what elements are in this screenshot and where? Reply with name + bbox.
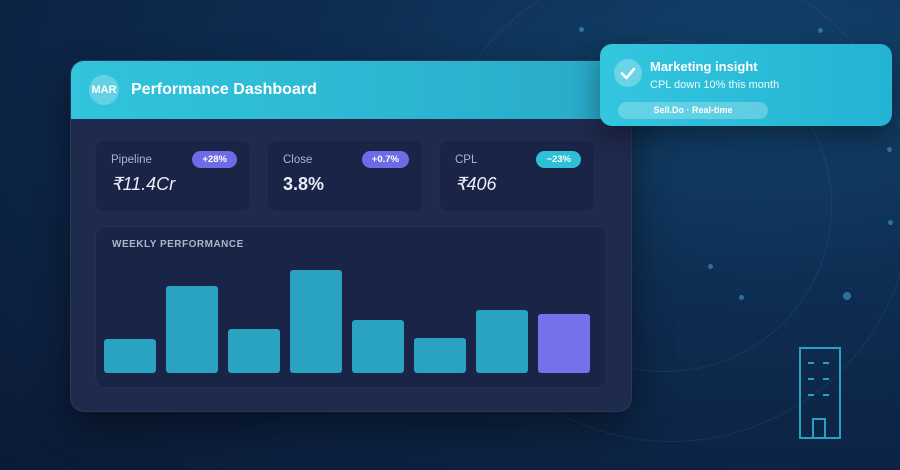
background-dot xyxy=(843,292,851,300)
dashboard-header: MAR Performance Dashboard xyxy=(71,61,631,119)
background-dot xyxy=(739,295,744,300)
weekly-performance-chart: WEEKLY PERFORMANCE xyxy=(95,226,607,388)
notification-title: Marketing insight xyxy=(650,59,758,74)
chart-bar xyxy=(290,270,342,373)
building-icon xyxy=(799,347,841,439)
background-dot xyxy=(888,220,893,225)
kpi-change-badge: +0.7% xyxy=(361,151,409,168)
check-icon xyxy=(614,59,642,87)
kpi-value: 3.8% xyxy=(283,174,325,194)
chart-bar xyxy=(228,329,280,373)
chart-bar xyxy=(104,339,156,373)
kpi-change-badge: +28% xyxy=(192,151,237,168)
kpi-label: Pipeline xyxy=(111,154,152,166)
kpi-card-pipeline[interactable]: Pipeline ₹11.4Cr +28% xyxy=(95,140,251,212)
chart-bar xyxy=(538,314,590,373)
insight-notification[interactable]: Marketing insight CPL down 10% this mont… xyxy=(600,44,892,126)
dashboard-title: Performance Dashboard xyxy=(131,81,317,98)
chart-title: WEEKLY PERFORMANCE xyxy=(112,239,244,250)
background-dot xyxy=(887,147,892,152)
month-badge: MAR xyxy=(89,75,119,105)
kpi-card-cpl[interactable]: CPL ₹406 −23% xyxy=(439,140,595,212)
chart-bar xyxy=(414,338,466,373)
background-dot xyxy=(708,264,713,269)
kpi-value: ₹406 xyxy=(455,174,497,194)
kpi-change-badge: −23% xyxy=(536,151,581,168)
chart-bar xyxy=(166,286,218,373)
dashboard-card: MAR Performance Dashboard Pipeline ₹11.4… xyxy=(70,60,632,412)
background-dot xyxy=(818,28,823,33)
source-tag: Sell.Do · Real-time xyxy=(618,102,768,119)
notification-subtitle: CPL down 10% this month xyxy=(650,79,780,91)
chart-bar xyxy=(476,310,528,373)
kpi-label: CPL xyxy=(455,154,478,166)
kpi-card-close[interactable]: Close 3.8% +0.7% xyxy=(267,140,423,212)
background-dot xyxy=(579,27,584,32)
bar-chart xyxy=(104,270,590,373)
chart-bar xyxy=(352,320,404,373)
kpi-label: Close xyxy=(283,154,313,166)
kpi-value: ₹11.4Cr xyxy=(111,174,176,194)
